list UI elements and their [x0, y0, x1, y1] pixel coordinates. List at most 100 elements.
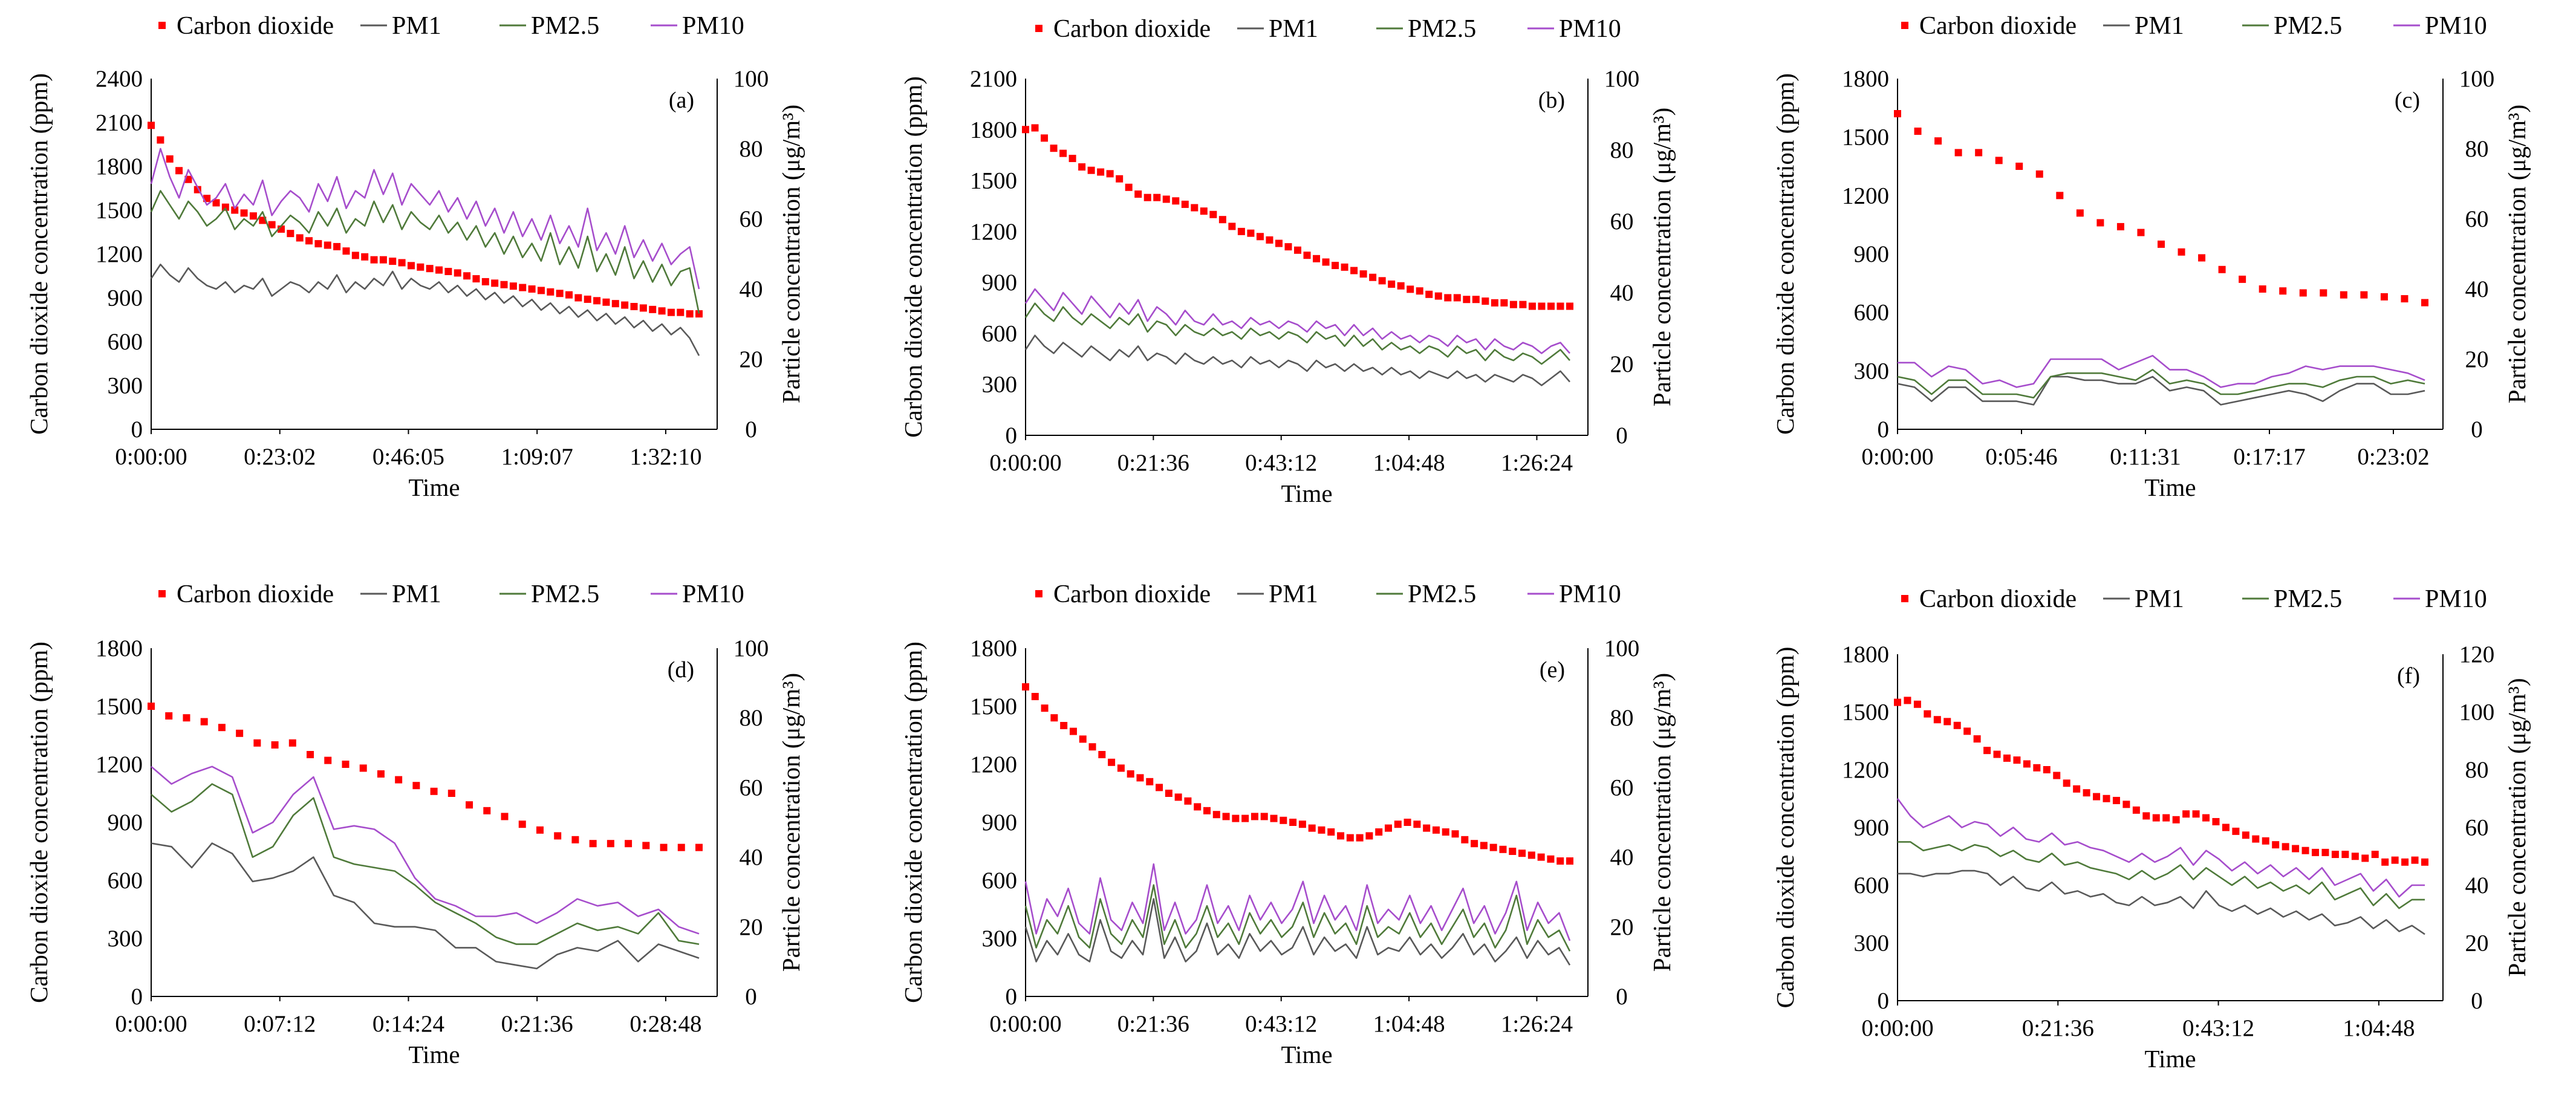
data-point-carbon-dioxide — [1134, 190, 1142, 198]
data-point-carbon-dioxide — [2351, 853, 2359, 860]
y2-tick-label: 40 — [740, 845, 763, 871]
y-tick-label: 1800 — [1842, 66, 1889, 92]
data-point-carbon-dioxide — [677, 308, 685, 316]
data-point-carbon-dioxide — [2053, 772, 2061, 779]
x-tick-label: 1:26:24 — [1501, 450, 1573, 476]
y-tick-label: 1200 — [970, 219, 1017, 245]
legend: Carbon dioxide PM1 PM2.5 PM10 — [1035, 580, 1621, 608]
data-point-carbon-dioxide — [2272, 841, 2280, 849]
data-point-carbon-dioxide — [1098, 751, 1106, 758]
data-point-carbon-dioxide — [1943, 718, 1951, 726]
data-point-carbon-dioxide — [359, 764, 367, 772]
legend-label-co2: Carbon dioxide — [1919, 12, 2077, 40]
x-tick-label: 0:23:02 — [244, 444, 316, 470]
data-point-carbon-dioxide — [1538, 302, 1546, 310]
data-point-carbon-dioxide — [2013, 756, 2021, 764]
data-point-carbon-dioxide — [2292, 845, 2300, 853]
series-line-pm2-5 — [151, 783, 700, 945]
data-point-carbon-dioxide — [1237, 227, 1245, 235]
y2-tick-label: 120 — [2459, 642, 2495, 668]
legend-marker-carbon-dioxide — [158, 590, 166, 597]
data-point-carbon-dioxide — [1146, 778, 1154, 785]
series-line-pm10 — [1896, 798, 2425, 898]
data-point-carbon-dioxide — [305, 237, 313, 245]
data-point-carbon-dioxide — [1444, 294, 1452, 302]
data-point-carbon-dioxide — [1194, 803, 1202, 811]
data-point-carbon-dioxide — [1087, 166, 1095, 174]
y-tick-label: 300 — [1854, 931, 1890, 957]
data-point-carbon-dioxide — [2242, 831, 2249, 839]
series-carbon-dioxide — [1894, 110, 2428, 307]
data-point-carbon-dioxide — [407, 262, 415, 270]
y-tick-label: 600 — [982, 320, 1018, 346]
data-point-carbon-dioxide — [571, 836, 579, 843]
series-line-pm1 — [1024, 898, 1571, 966]
data-point-carbon-dioxide — [166, 155, 174, 163]
data-point-carbon-dioxide — [1050, 714, 1058, 722]
data-point-carbon-dioxide — [1451, 830, 1459, 838]
data-point-carbon-dioxide — [398, 259, 406, 267]
data-point-carbon-dioxide — [528, 285, 536, 293]
data-point-carbon-dioxide — [1241, 814, 1249, 822]
data-point-carbon-dioxide — [2421, 858, 2428, 866]
y2-tick-label: 60 — [740, 206, 763, 232]
data-point-carbon-dioxide — [1425, 290, 1433, 298]
data-point-carbon-dioxide — [218, 724, 226, 732]
data-point-carbon-dioxide — [148, 703, 155, 710]
data-point-carbon-dioxide — [584, 295, 591, 303]
legend-marker-carbon-dioxide — [158, 22, 166, 29]
series-line-pm10 — [1024, 288, 1570, 354]
legend: Carbon dioxide PM1 PM2.5 PM10 — [1901, 12, 2487, 40]
data-point-carbon-dioxide — [472, 275, 480, 283]
y2-tick-label: 80 — [1610, 137, 1634, 163]
data-point-carbon-dioxide — [2178, 248, 2185, 256]
data-point-carbon-dioxide — [1097, 168, 1105, 176]
data-point-carbon-dioxide — [1022, 683, 1029, 690]
data-point-carbon-dioxide — [2142, 812, 2150, 820]
data-point-carbon-dioxide — [556, 290, 564, 297]
data-point-carbon-dioxide — [1031, 124, 1039, 132]
data-point-carbon-dioxide — [1327, 828, 1335, 836]
data-point-carbon-dioxide — [1350, 267, 1358, 275]
data-point-carbon-dioxide — [1337, 832, 1345, 840]
series-carbon-dioxide — [1894, 697, 2428, 866]
data-point-carbon-dioxide — [1463, 296, 1471, 304]
series-carbon-dioxide — [1022, 683, 1573, 865]
legend-label-pm1: PM1 — [392, 580, 441, 608]
data-point-carbon-dioxide — [2371, 851, 2379, 859]
data-point-carbon-dioxide — [253, 739, 261, 747]
data-point-carbon-dioxide — [2301, 846, 2309, 854]
y-tick-label: 2400 — [96, 66, 143, 92]
data-point-carbon-dioxide — [2015, 163, 2023, 170]
y2-tick-label: 60 — [2465, 206, 2489, 232]
y-tick-label: 600 — [982, 868, 1018, 894]
y-tick-label: 300 — [108, 926, 143, 952]
y2-tick-label: 100 — [1604, 66, 1640, 92]
data-point-carbon-dioxide — [2212, 817, 2220, 825]
y2-tick-label: 40 — [1610, 280, 1634, 306]
data-point-carbon-dioxide — [2073, 785, 2081, 793]
data-point-carbon-dioxide — [2096, 219, 2104, 227]
y-tick-label: 1500 — [96, 694, 143, 720]
data-point-carbon-dioxide — [1191, 204, 1199, 212]
data-point-carbon-dioxide — [1346, 834, 1354, 842]
x-axis-title: Time — [1281, 1041, 1332, 1068]
data-point-carbon-dioxide — [1136, 774, 1144, 782]
data-point-carbon-dioxide — [1031, 693, 1039, 700]
data-point-carbon-dioxide — [1266, 236, 1273, 244]
y2-tick-label: 40 — [2465, 276, 2489, 302]
y2-tick-label: 80 — [2465, 136, 2489, 162]
data-point-carbon-dioxide — [1088, 743, 1096, 751]
data-point-carbon-dioxide — [642, 842, 650, 850]
data-point-carbon-dioxide — [1472, 296, 1480, 304]
y2-tick-label: 20 — [740, 914, 763, 940]
data-point-carbon-dioxide — [677, 843, 685, 851]
y-tick-label: 1200 — [1842, 757, 1889, 783]
y2-tick-label: 0 — [2471, 988, 2483, 1014]
data-point-carbon-dioxide — [1527, 851, 1535, 859]
data-point-carbon-dioxide — [1385, 824, 1392, 832]
y-tick-label: 600 — [108, 329, 143, 355]
y2-axis-title: Particle concentration (μg/m³) — [2503, 105, 2531, 403]
legend: Carbon dioxide PM1 PM2.5 PM10 — [158, 12, 744, 40]
data-point-carbon-dioxide — [509, 282, 517, 290]
